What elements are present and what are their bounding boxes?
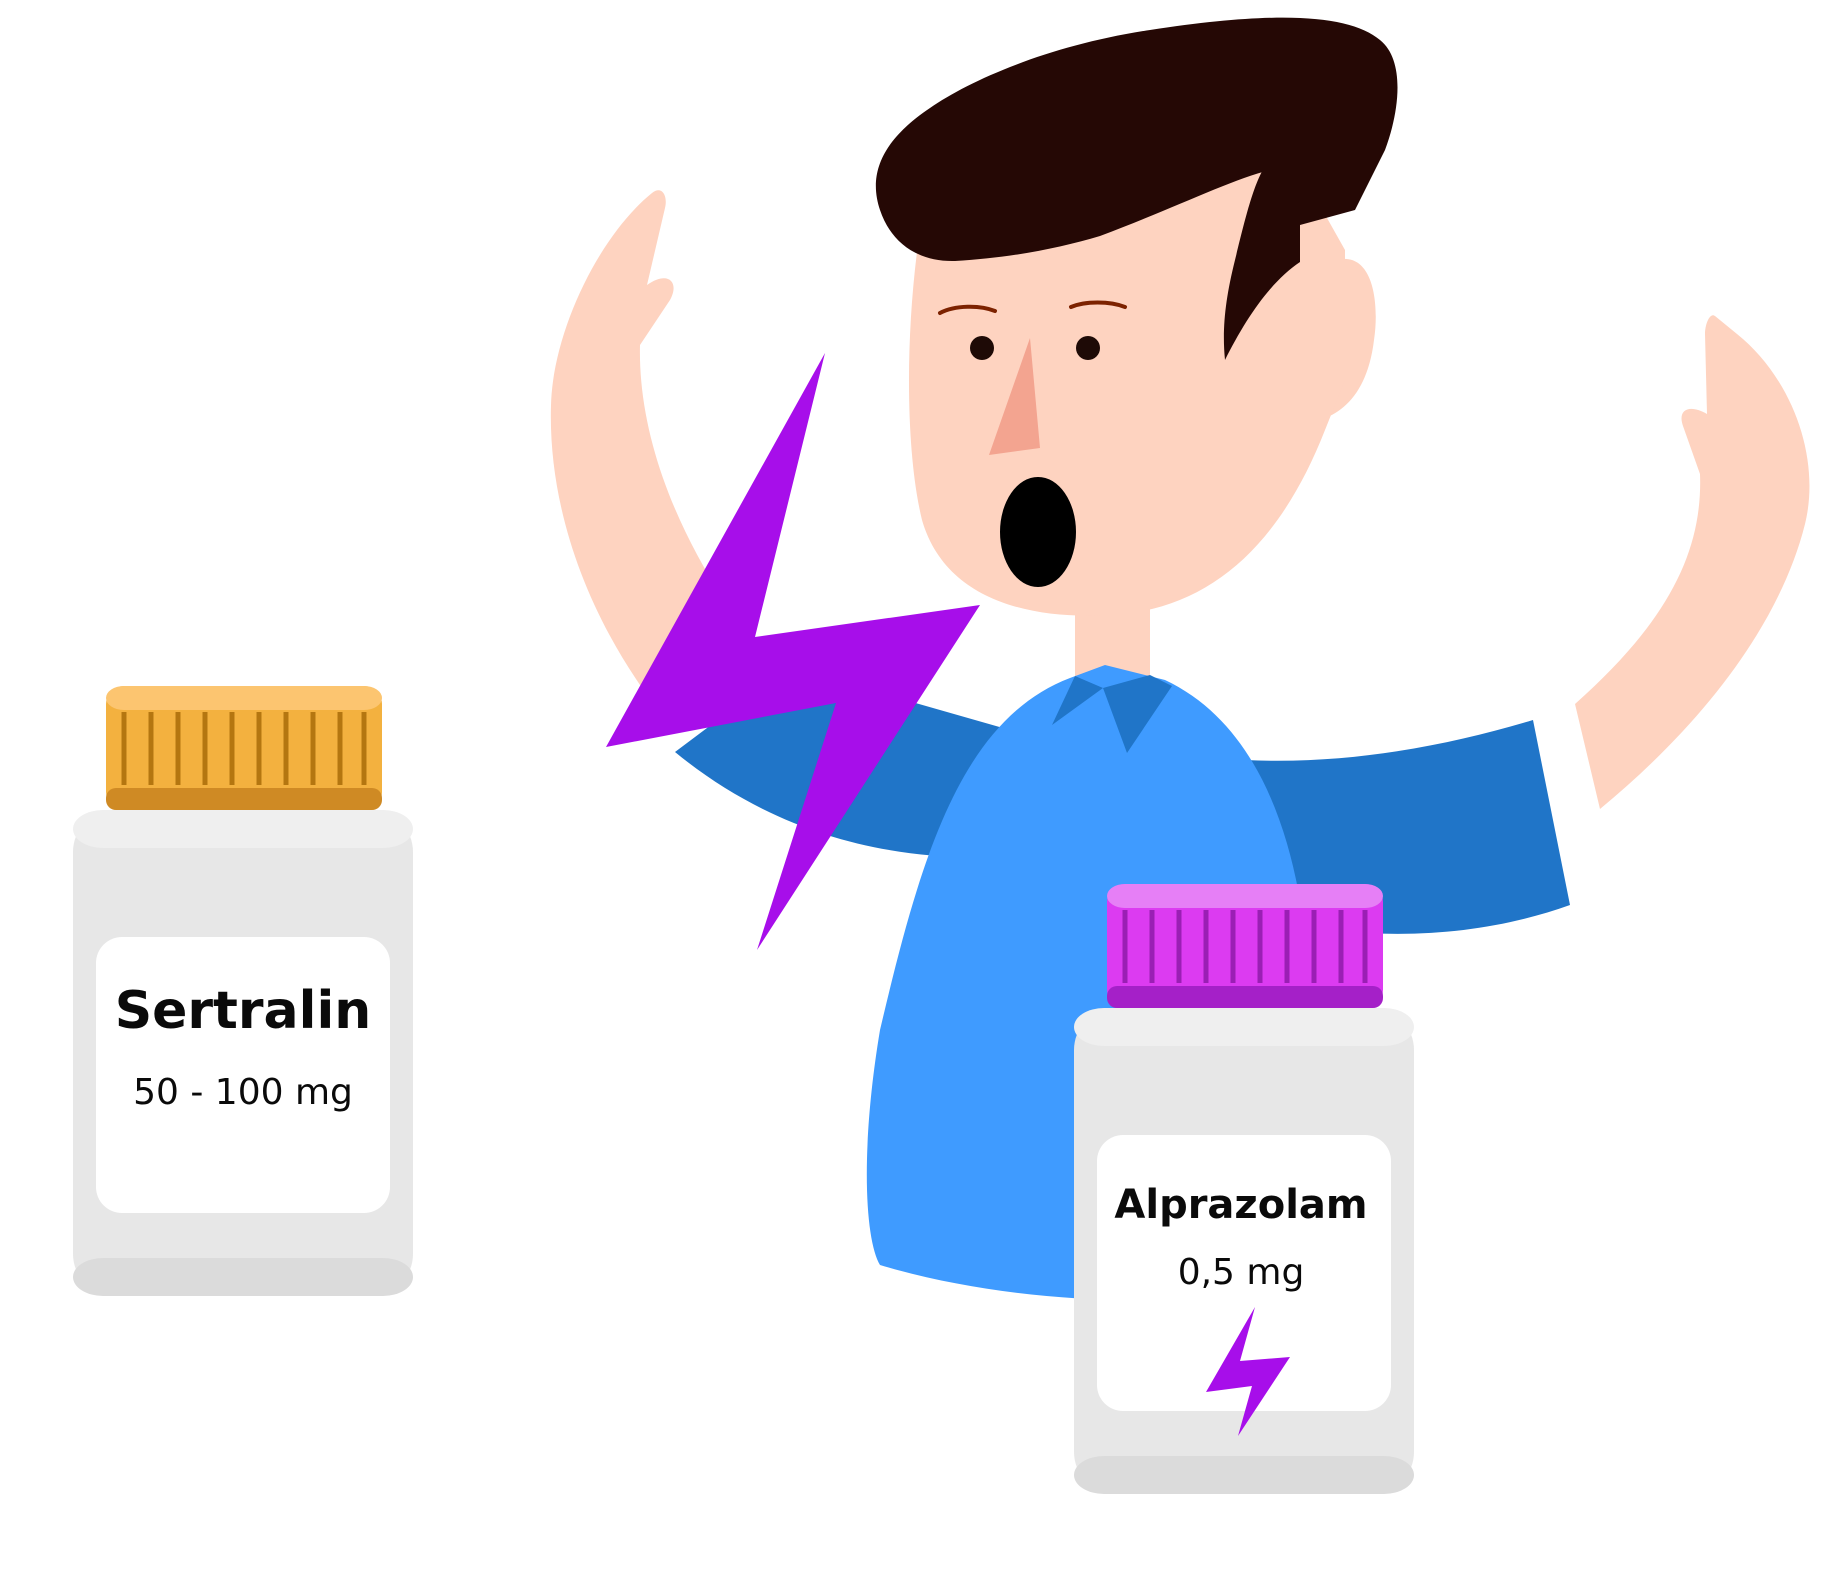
bottle-dose: 0,5 mg [1178, 1252, 1305, 1293]
bottle-alprazolam: Alprazolam 0,5 mg [1074, 884, 1414, 1494]
left-eyebrow [938, 304, 997, 315]
left-arm [550, 190, 724, 703]
bottle-name: Alprazolam [1114, 1182, 1367, 1228]
bottle-base [73, 1258, 413, 1296]
right-eye [1076, 336, 1100, 360]
bottle-cap-top [106, 686, 382, 710]
bottle-cap-bottom [1107, 986, 1383, 1008]
nose [989, 338, 1040, 455]
bottle-name: Sertralin [115, 981, 372, 1041]
right-sleeve [1245, 720, 1570, 934]
bottle-dose: 50 - 100 mg [133, 1072, 353, 1113]
bottle-label [96, 937, 390, 1213]
shirt-collar [1052, 675, 1172, 753]
bottle-cap-top [1107, 884, 1383, 908]
right-eyebrow [1069, 300, 1127, 309]
bottle-cap-bottom [106, 788, 382, 810]
right-arm [1575, 315, 1810, 809]
bottle-shoulder [73, 810, 413, 848]
bottle-label [1097, 1135, 1391, 1411]
cap-ridges [1122, 910, 1368, 983]
open-mouth [1000, 477, 1076, 587]
cap-ridges [121, 712, 367, 785]
bottle-base [1074, 1456, 1414, 1494]
left-eye [970, 336, 994, 360]
bottle-shoulder [1074, 1008, 1414, 1046]
bottle-sertralin: Sertralin 50 - 100 mg [73, 686, 413, 1296]
small-lightning-bolt-icon [1206, 1307, 1290, 1436]
hair [875, 17, 1398, 360]
lightning-bolt-icon [606, 353, 980, 950]
